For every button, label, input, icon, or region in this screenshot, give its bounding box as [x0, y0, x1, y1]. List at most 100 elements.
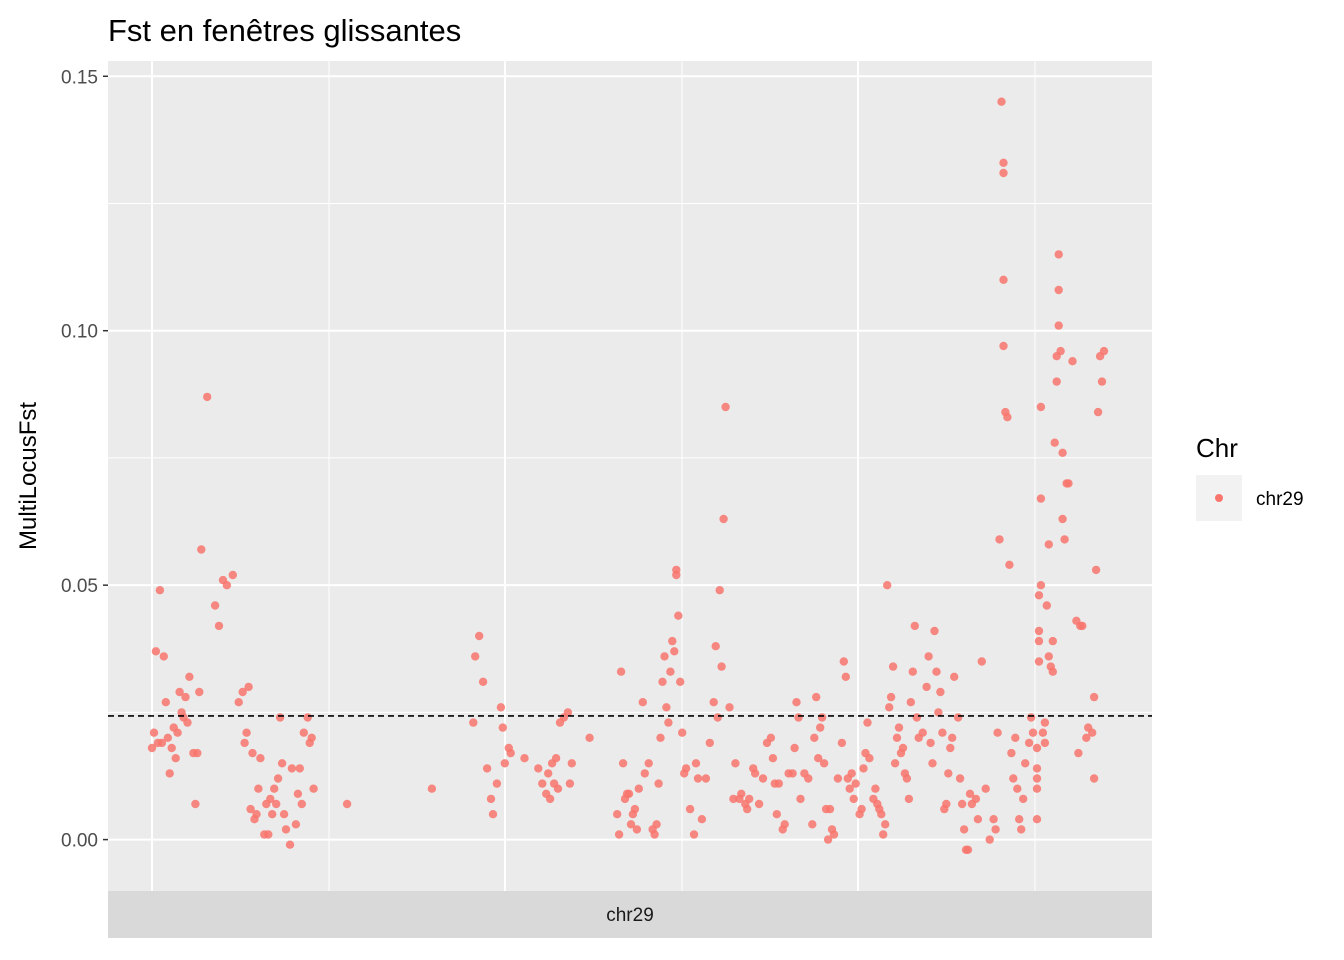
data-point — [959, 825, 969, 834]
data-point — [1034, 591, 1044, 600]
data-point — [506, 748, 515, 758]
data-point — [264, 830, 273, 839]
data-point — [626, 820, 636, 829]
data-point — [766, 733, 776, 742]
data-point — [234, 698, 243, 707]
data-point — [1099, 346, 1109, 356]
data-point — [165, 769, 174, 778]
data-point — [585, 733, 594, 742]
data-point — [719, 514, 728, 524]
data-point — [1032, 815, 1042, 824]
data-point — [1013, 784, 1022, 793]
data-point — [567, 759, 576, 768]
data-point — [788, 769, 797, 778]
y-tick-label: 0.15 — [61, 67, 98, 88]
data-point — [614, 830, 624, 839]
data-point — [1054, 250, 1063, 259]
data-point — [950, 672, 959, 681]
data-point — [666, 667, 675, 676]
data-point — [1044, 540, 1054, 549]
data-point — [1048, 667, 1058, 676]
data-point — [754, 799, 764, 809]
data-point — [725, 703, 734, 712]
data-point — [488, 810, 498, 819]
data-point — [829, 830, 839, 839]
data-point — [616, 667, 626, 676]
data-point — [1040, 738, 1050, 748]
data-point — [210, 601, 220, 610]
data-point — [981, 784, 990, 793]
data-point — [197, 545, 206, 554]
data-point — [851, 779, 860, 788]
data-point — [796, 794, 805, 804]
data-point — [309, 784, 318, 793]
data-point — [944, 769, 953, 778]
data-point — [238, 687, 247, 697]
y-tick-label: 0.00 — [61, 831, 98, 852]
data-point — [912, 713, 921, 722]
data-point — [837, 738, 847, 748]
y-tick-label: 0.05 — [61, 576, 98, 597]
data-point — [977, 657, 986, 666]
data-point — [1064, 479, 1073, 488]
data-point — [244, 682, 253, 692]
data-point — [1088, 728, 1097, 737]
data-point — [995, 535, 1004, 544]
data-point — [881, 820, 890, 829]
legend-label: chr29 — [1256, 489, 1304, 510]
data-point — [877, 810, 886, 819]
data-point — [638, 698, 647, 707]
data-point — [342, 799, 352, 809]
data-point — [181, 692, 190, 702]
data-point — [544, 769, 553, 778]
data-point — [634, 784, 643, 793]
data-point — [1032, 764, 1042, 773]
data-point — [1054, 285, 1063, 295]
data-point — [713, 713, 722, 722]
data-point — [1011, 733, 1020, 742]
data-point — [676, 677, 685, 686]
data-point — [652, 820, 661, 829]
data-point — [427, 784, 437, 793]
data-point — [277, 759, 287, 768]
data-point — [475, 631, 484, 641]
data-point — [780, 820, 789, 829]
data-point — [285, 840, 295, 849]
data-point — [147, 743, 157, 753]
data-point — [279, 810, 289, 819]
data-point — [792, 698, 801, 707]
data-point — [681, 764, 691, 773]
data-point — [195, 687, 204, 697]
data-point — [1078, 621, 1087, 631]
data-point — [888, 662, 898, 671]
data-point — [1082, 733, 1091, 742]
data-point — [1017, 825, 1026, 834]
data-point — [272, 799, 281, 809]
data-point — [794, 713, 803, 722]
data-point — [825, 804, 835, 814]
data-point — [928, 759, 937, 768]
legend-key-point — [1215, 494, 1223, 502]
data-point — [849, 794, 858, 804]
data-point — [973, 815, 983, 824]
plot-panel — [108, 61, 1152, 891]
data-point — [924, 652, 933, 661]
data-point — [1042, 601, 1052, 610]
data-point — [1038, 728, 1048, 737]
data-point — [660, 652, 669, 661]
data-point — [1028, 728, 1038, 737]
data-point — [999, 158, 1008, 167]
data-point — [650, 830, 659, 839]
data-point — [892, 733, 902, 742]
legend: Chr chr29 — [1196, 433, 1304, 521]
data-point — [291, 820, 301, 829]
data-point — [743, 804, 752, 814]
data-point — [183, 718, 192, 727]
data-point — [965, 789, 975, 798]
data-point — [904, 794, 914, 804]
data-point — [1054, 321, 1063, 330]
data-point — [287, 764, 297, 773]
data-point — [946, 743, 955, 753]
data-point — [857, 804, 866, 814]
